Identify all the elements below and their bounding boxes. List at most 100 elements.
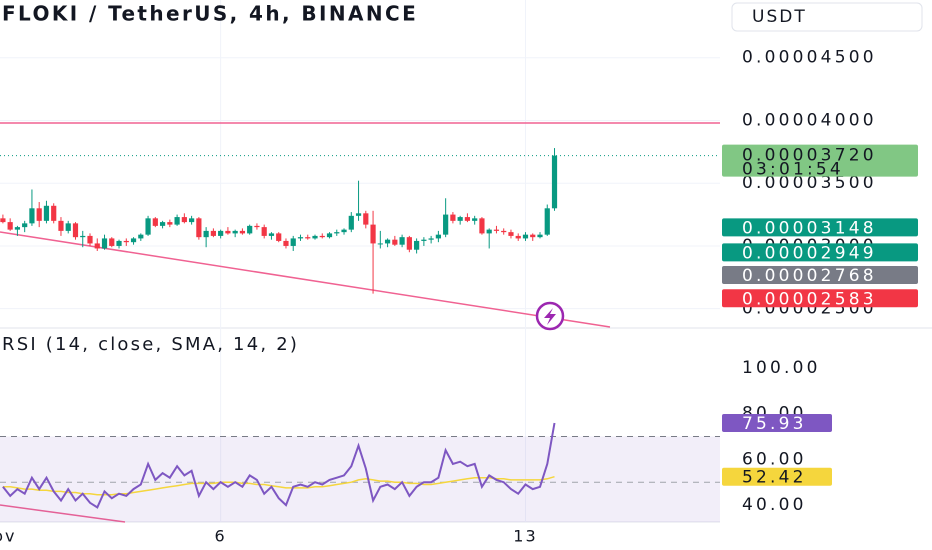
candle-body <box>276 233 282 241</box>
candle-body <box>363 213 369 225</box>
candle-body <box>58 220 64 231</box>
candle-body <box>341 229 347 233</box>
grid <box>0 0 720 522</box>
candle-body <box>472 218 478 221</box>
candle-body <box>414 240 420 250</box>
price-badge-label: 0.00002768 <box>742 266 877 286</box>
candle-body <box>377 243 383 245</box>
candle-body <box>181 217 187 223</box>
candle-body <box>130 238 137 243</box>
price-badge-label: 0.00002949 <box>742 243 877 263</box>
candle-body <box>530 234 536 238</box>
candle-body <box>370 224 376 244</box>
candle-body <box>167 222 173 225</box>
candle-body <box>297 237 304 239</box>
candle-body <box>29 208 35 224</box>
candle-body <box>174 217 180 225</box>
candle-body <box>51 205 57 221</box>
price-badge <box>722 266 918 285</box>
candle-body <box>334 232 340 234</box>
candle-body <box>218 230 224 236</box>
candle-body <box>319 235 325 238</box>
currency-button[interactable]: USDT <box>731 2 923 32</box>
x-tick-label: Nov <box>0 527 16 546</box>
last-price-badge <box>722 144 918 177</box>
candle-body <box>123 240 129 243</box>
trend-line <box>0 231 611 328</box>
x-tick-label: 6 <box>215 527 227 546</box>
currency-button-frame[interactable] <box>731 2 923 32</box>
candle-body <box>464 217 471 221</box>
rsi-badge-label: 52.42 <box>742 468 807 488</box>
lightning-bolt[interactable] <box>544 308 556 325</box>
candle-body <box>232 230 238 234</box>
candle-body <box>421 239 427 241</box>
candle-body <box>80 235 86 238</box>
y-tick-label: 60.00 <box>742 449 807 469</box>
chart-title: FLOKI / TetherUS, 4h, BINANCE <box>2 2 418 26</box>
x-tick-label: 13 <box>513 527 537 546</box>
candle-body <box>87 235 93 244</box>
rsi-trend-line <box>0 504 126 523</box>
candle-body <box>247 225 253 234</box>
candle-body <box>203 230 209 238</box>
rsi-badge <box>722 413 832 432</box>
candle-body <box>239 230 246 234</box>
candle-body <box>101 238 108 249</box>
candle-body <box>501 230 507 233</box>
candle-body <box>0 218 6 223</box>
candle-body <box>116 240 122 246</box>
plot-area <box>0 122 720 523</box>
candle-body <box>145 218 151 235</box>
candle-body <box>392 239 398 245</box>
y-tick-label: 0.00004000 <box>742 110 877 130</box>
candle-body <box>312 235 318 239</box>
badges: 0.00003148 0.00002949 0.00002768 0.00002583… <box>722 144 918 488</box>
rsi-title: RSI (14, close, SMA, 14, 2) <box>2 334 299 355</box>
price-badge-label: 0.00002583 <box>742 289 877 309</box>
candle-body <box>493 229 500 231</box>
candle-body <box>522 234 529 239</box>
candle-body <box>7 222 13 230</box>
candle-body <box>72 223 79 238</box>
candle-body <box>515 235 521 239</box>
currency-label[interactable]: USDT <box>752 7 807 27</box>
countdown-label: 03:01:54 <box>742 160 844 180</box>
candle-body <box>196 218 202 238</box>
y-tick-label: 100.00 <box>742 358 821 378</box>
rsi-badge-label: 75.93 <box>742 414 807 434</box>
candle-body <box>551 155 558 209</box>
price-badge <box>722 289 918 308</box>
candle-body <box>14 227 21 230</box>
candle-body <box>268 233 275 236</box>
y-tick-label: 40.00 <box>742 495 807 515</box>
candle-body <box>326 233 333 238</box>
candle-body <box>109 238 115 246</box>
candle-body <box>348 215 354 230</box>
candle-body <box>450 214 456 221</box>
candle-body <box>261 227 267 236</box>
candle-body <box>384 239 391 244</box>
candle-body <box>290 238 296 246</box>
candle-body <box>399 237 405 245</box>
candle-body <box>355 213 362 216</box>
candle-body <box>43 205 50 221</box>
candle-body <box>152 218 158 226</box>
candle-body <box>22 223 28 228</box>
candle-body <box>406 237 412 250</box>
rsi-sma-line <box>2 475 555 496</box>
y-tick-label: 0.00003500 <box>742 173 877 193</box>
last-price-label: 0.00003720 <box>742 146 877 166</box>
price-badge <box>722 243 918 262</box>
candle-body <box>36 208 42 221</box>
candle-body <box>428 238 434 240</box>
alert-icon[interactable] <box>535 301 565 331</box>
candle-body <box>305 237 311 239</box>
candle-body <box>457 217 463 221</box>
rsi-line <box>2 422 556 509</box>
candle-body <box>486 229 492 234</box>
candle-body <box>94 243 100 249</box>
price-badge-label: 0.00003148 <box>742 218 877 238</box>
candle-body <box>189 218 195 223</box>
